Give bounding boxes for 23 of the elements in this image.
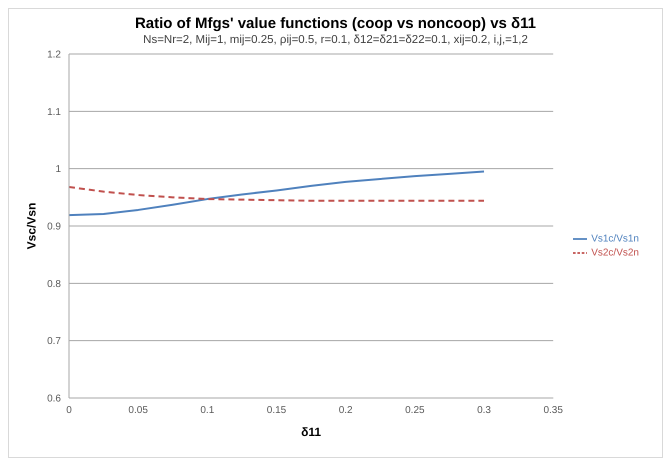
y-tick-label: 1.2 xyxy=(47,50,62,61)
y-tick-label: 1.1 xyxy=(47,106,62,118)
x-tick-label: 0.05 xyxy=(128,405,148,416)
legend-label: Vs2c/Vs2n xyxy=(591,248,639,259)
x-tick-label: 0 xyxy=(66,405,72,416)
chart-title: Ratio of Mfgs' value functions (coop vs noncoop) vs δ11 xyxy=(134,15,538,32)
legend-label: Vs1c/Vs1n xyxy=(591,234,639,245)
x-tick-label: 0.2 xyxy=(338,405,354,416)
line-series xyxy=(69,186,486,202)
y-axis-title: Vsc/Vsn xyxy=(24,202,38,250)
chart-subtitle: Ns=Nr=2, Mij=1, mij=0.25, ρij=0.5, r=0.1, δ12=δ21=δ22=0.1, xij=0.2, i,j,=1,2 xyxy=(142,34,529,46)
x-tick-label: 0.3 xyxy=(477,405,492,416)
x-tick-label: 0.35 xyxy=(543,405,564,416)
y-tick-label: 0.8 xyxy=(47,278,62,290)
x-axis-title: δ11 xyxy=(301,425,322,439)
y-tick-label: 0.9 xyxy=(47,222,62,233)
x-tick-label: 0.1 xyxy=(200,405,215,416)
line-series xyxy=(69,170,486,216)
y-tick-label: 0.7 xyxy=(47,336,62,348)
x-tick-label: 0.25 xyxy=(405,405,426,416)
x-tick-label: 0.15 xyxy=(266,405,287,416)
y-tick-label: 0.6 xyxy=(47,394,62,405)
y-tick-label: 1 xyxy=(55,164,62,176)
